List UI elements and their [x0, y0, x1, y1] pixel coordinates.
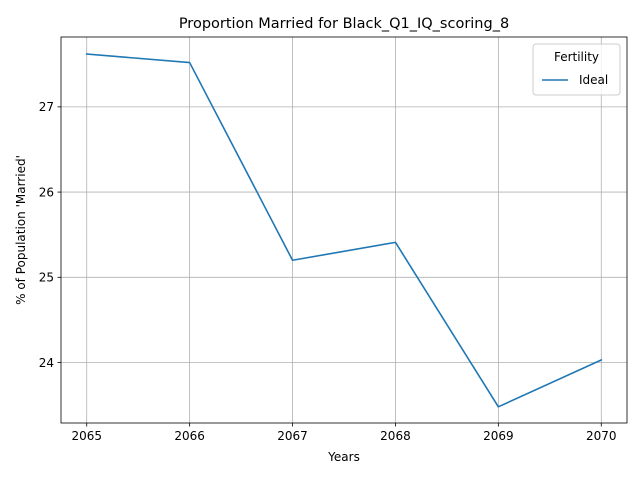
x-tick-label: 2068 [380, 429, 411, 443]
legend: Fertility Ideal [532, 43, 621, 96]
y-axis-ticks: 24 25 26 27 [39, 100, 61, 370]
y-tick-label: 27 [39, 100, 54, 114]
series-group [85, 53, 603, 408]
y-tick-label: 24 [39, 356, 54, 370]
grid-lines [61, 37, 627, 423]
y-axis-label: % of Population 'Married' [14, 155, 28, 305]
x-tick-label: 2067 [277, 429, 308, 443]
plot-area-frame [60, 36, 628, 424]
legend-box [532, 43, 621, 96]
legend-title: Fertility [554, 50, 599, 64]
x-tick-label: 2070 [586, 429, 617, 443]
x-tick-label: 2065 [71, 429, 102, 443]
y-tick-label: 26 [39, 185, 54, 199]
legend-label-ideal: Ideal [579, 73, 608, 87]
x-axis-ticks: 2065 2066 2067 2068 2069 2070 [71, 423, 617, 443]
chart-title: Proportion Married for Black_Q1_IQ_scori… [179, 16, 509, 32]
x-axis-label: Years [327, 450, 360, 464]
x-tick-label: 2066 [174, 429, 205, 443]
series-line-ideal [85, 53, 603, 408]
y-tick-label: 25 [39, 271, 54, 285]
x-tick-label: 2069 [483, 429, 514, 443]
